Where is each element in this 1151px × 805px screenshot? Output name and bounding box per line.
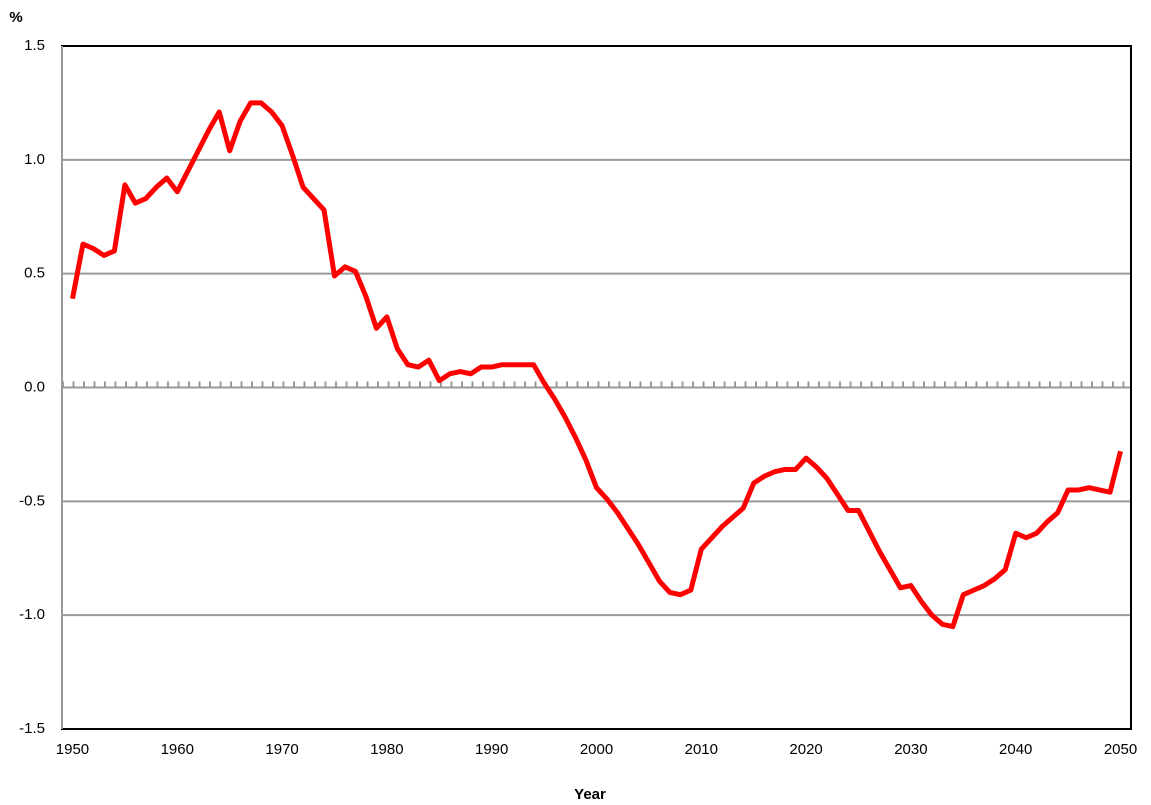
- x-tick-label: 1990: [475, 741, 508, 758]
- x-tick-label: 2030: [894, 741, 927, 758]
- x-tick-label: 2010: [685, 741, 718, 758]
- x-tick-label: 1950: [56, 741, 89, 758]
- x-tick-label: 2040: [999, 741, 1032, 758]
- y-tick-label: -0.5: [19, 492, 45, 509]
- x-tick-label: 2050: [1104, 741, 1137, 758]
- y-tick-label: 1.0: [24, 151, 45, 168]
- x-tick-label: 2000: [580, 741, 613, 758]
- x-axis-label: Year: [574, 786, 606, 803]
- y-axis-label: %: [9, 9, 22, 26]
- x-tick-label: 2020: [789, 741, 822, 758]
- y-tick-label: 0.0: [24, 378, 45, 395]
- x-tick-label: 1960: [161, 741, 194, 758]
- y-tick-label: -1.0: [19, 606, 45, 623]
- y-tick-label: 0.5: [24, 265, 45, 282]
- x-tick-label: 1970: [265, 741, 298, 758]
- y-tick-label: -1.5: [19, 720, 45, 737]
- data-line: [70, 100, 1123, 630]
- y-tick-label: 1.5: [24, 37, 45, 54]
- x-tick-label: 1980: [370, 741, 403, 758]
